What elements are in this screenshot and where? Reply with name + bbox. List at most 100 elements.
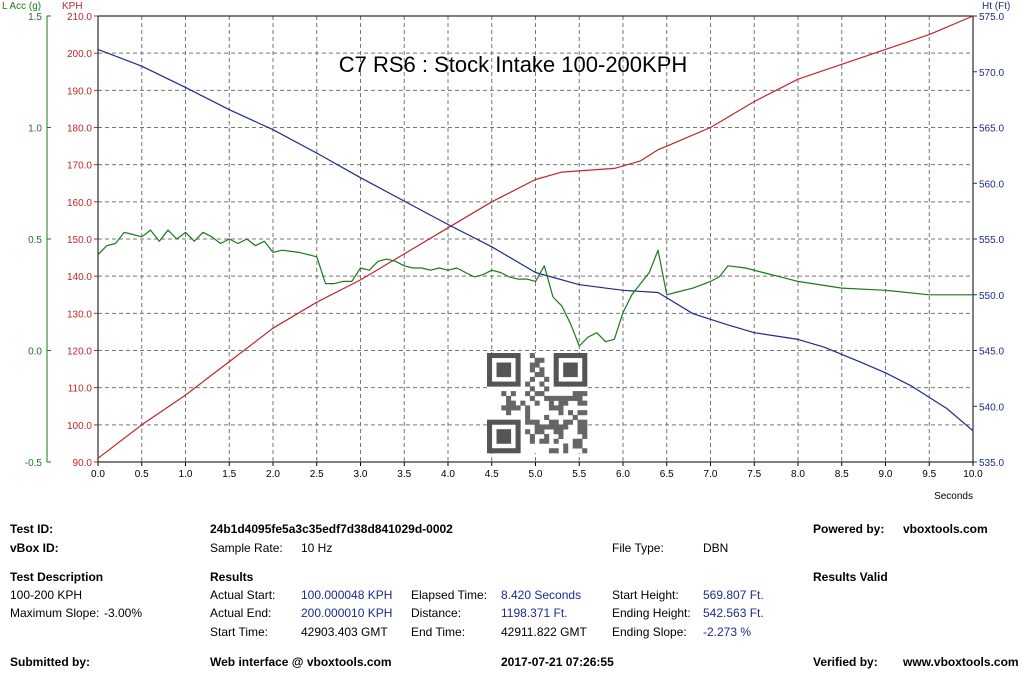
qr-module [501, 429, 507, 435]
qr-module [496, 448, 502, 454]
actual-start-value: 100.000048 KPH [301, 588, 393, 602]
qr-module [534, 429, 540, 435]
ht-tick-label: 575.0 [979, 12, 1004, 23]
qr-module [534, 424, 540, 430]
qr-module [510, 353, 516, 359]
ending-slope-value: -2.273 % [703, 625, 752, 639]
powered-by-value: vboxtools.com [903, 522, 988, 536]
qr-module [558, 400, 564, 406]
file-type-label: File Type: [612, 541, 664, 555]
qr-module [525, 419, 531, 425]
x-tick-label: 1.0 [179, 469, 193, 480]
qr-module [558, 424, 564, 430]
qr-module [515, 424, 521, 430]
x-tick-label: 3.0 [354, 469, 368, 480]
qr-module [510, 419, 516, 425]
qr-module [539, 381, 545, 387]
ht-tick-label: 535.0 [979, 458, 1004, 469]
end-time-value: 42911.822 GMT [501, 625, 587, 639]
x-tick-label: 9.0 [879, 469, 893, 480]
vbox-id-label: vBox ID: [10, 541, 59, 555]
qr-module [525, 391, 531, 397]
kph-tick-label: 160.0 [67, 198, 92, 209]
verified-by-value: www.vboxtools.com [903, 655, 1019, 669]
qr-module [501, 353, 507, 359]
start-time-label: Start Time: [210, 625, 269, 639]
qr-module [582, 353, 588, 359]
qr-module [563, 395, 569, 401]
qr-module [491, 353, 497, 359]
qr-module [506, 448, 512, 454]
ht-tick-label: 555.0 [979, 235, 1004, 246]
qr-module [563, 400, 569, 406]
qr-module [515, 433, 521, 440]
elapsed-time-label: Elapsed Time: [411, 588, 488, 602]
qr-module [567, 353, 574, 359]
results-valid-label: Results Valid [813, 570, 888, 584]
qr-module [515, 376, 521, 382]
qr-module [572, 443, 578, 449]
qr-module [491, 419, 497, 425]
qr-module [506, 410, 512, 416]
qr-module [529, 386, 535, 392]
qr-module [506, 395, 512, 401]
qr-module [553, 367, 559, 373]
qr-module [577, 419, 583, 425]
qr-module [496, 367, 502, 373]
qr-module [582, 433, 588, 440]
qr-module [515, 419, 521, 425]
qr-module [491, 381, 497, 387]
qr-module [553, 395, 559, 401]
chart-grid [98, 16, 973, 462]
qr-module [572, 438, 578, 444]
qr-module [563, 367, 569, 373]
distance-label: Distance: [411, 606, 462, 620]
qr-module [544, 386, 550, 392]
qr-module [563, 448, 569, 454]
lacc-tick-label: -0.5 [25, 458, 43, 469]
qr-module [582, 410, 588, 416]
maximum-slope-label: Maximum Slope: [10, 606, 100, 620]
qr-module [582, 367, 588, 373]
qr-module [577, 400, 583, 406]
qr-module [548, 405, 554, 411]
qr-module [496, 362, 502, 368]
qr-module [487, 357, 493, 363]
qr-module [487, 376, 493, 382]
distance-value: 1198.371 Ft. [501, 606, 568, 620]
qr-module [487, 448, 493, 454]
performance-chart: 0.0 0.5 1.0 1.5 2.0 2.5 3.0 3.5 4.0 4.5 5.0 5.5 6.0 6… [2, 1, 1010, 502]
qr-module [529, 362, 535, 368]
x-tick-label: 6.5 [660, 469, 674, 480]
qr-module [506, 372, 512, 378]
qr-module [529, 367, 535, 373]
qr-module [510, 391, 516, 397]
chart-lines [97, 15, 974, 459]
start-height-value: 569.807 Ft. [703, 588, 764, 602]
qr-module [582, 419, 588, 425]
qr-module [529, 353, 535, 359]
ht-tick-label: 550.0 [979, 291, 1004, 302]
qr-module [548, 448, 554, 454]
qr-module [548, 424, 554, 430]
qr-module [496, 353, 502, 359]
qr-module [506, 419, 512, 425]
kph-tick-label: 140.0 [67, 272, 92, 283]
kph-tick-label: 210.0 [67, 12, 92, 23]
qr-module [558, 381, 564, 387]
qr-module [506, 405, 512, 411]
qr-module [487, 381, 493, 387]
x-axis-label: Seconds [934, 491, 973, 502]
qr-module [525, 414, 531, 420]
kph-tick-label: 190.0 [67, 86, 92, 97]
qr-module [553, 376, 559, 382]
qr-module [544, 376, 550, 382]
qr-module [534, 357, 540, 363]
qr-module [563, 381, 569, 387]
x-tick-label: 0.0 [91, 469, 105, 480]
qr-module [515, 438, 521, 444]
maximum-slope-value: -3.00% [104, 606, 143, 620]
x-tick-label: 10.0 [963, 469, 983, 480]
qr-module [515, 353, 521, 359]
qr-module [563, 372, 569, 378]
